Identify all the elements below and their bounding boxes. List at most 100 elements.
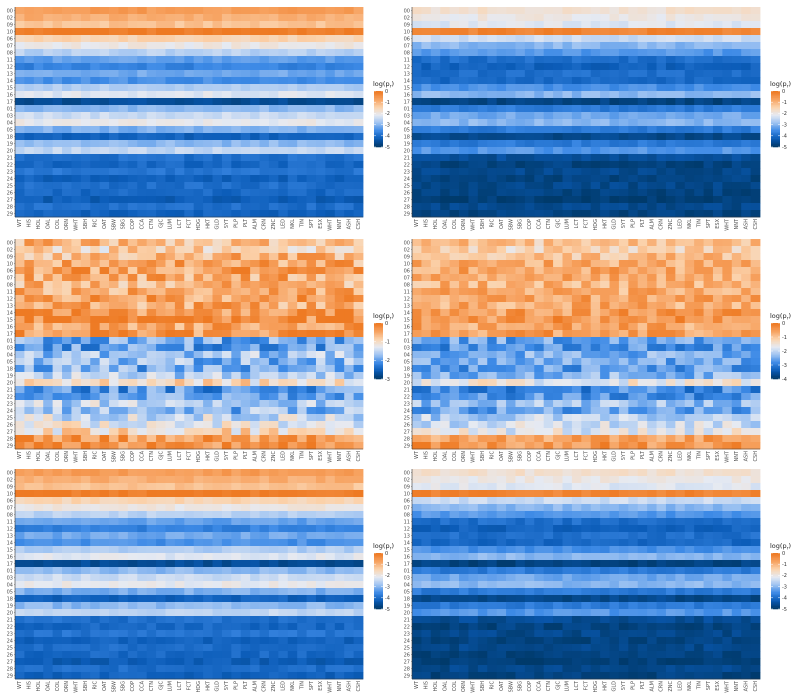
heatmap-cell <box>543 309 554 317</box>
heatmap-cell <box>506 154 516 162</box>
heatmap-cell <box>118 435 129 443</box>
heatmap-cell <box>33 182 44 190</box>
heatmap-cell <box>287 400 298 408</box>
heatmap-cell <box>543 239 554 247</box>
heatmap-cell <box>477 35 488 43</box>
heatmap-cell <box>221 161 232 169</box>
heatmap-cell <box>193 288 204 296</box>
heatmap-cell <box>203 14 213 22</box>
heatmap-cell <box>468 126 479 134</box>
y-tick-label: 09 <box>404 254 410 260</box>
heatmap-cell <box>722 168 733 176</box>
heatmap-cell <box>515 70 526 78</box>
heatmap-cell <box>297 323 307 331</box>
heatmap-cell <box>325 274 336 282</box>
heatmap-cell <box>459 70 469 78</box>
heatmap-cell <box>127 442 138 450</box>
heatmap-cell <box>675 77 686 85</box>
heatmap-cell <box>571 126 582 134</box>
heatmap-cell <box>156 428 166 436</box>
heatmap-cell <box>477 330 488 338</box>
heatmap-cell <box>637 421 648 429</box>
heatmap-cell <box>506 379 516 387</box>
heatmap-cell <box>477 210 488 218</box>
heatmap-cell <box>459 63 469 71</box>
heatmap-cell <box>684 28 695 36</box>
heatmap-cell <box>43 119 54 127</box>
heatmap-cell <box>278 302 289 310</box>
heatmap-cell <box>344 210 354 218</box>
heatmap-cell <box>412 175 422 183</box>
heatmap-cell <box>52 98 63 106</box>
heatmap-cell <box>524 316 535 324</box>
heatmap-cell <box>287 161 298 169</box>
heatmap-cell <box>250 70 260 78</box>
heatmap-cell <box>571 358 582 366</box>
heatmap-cell <box>80 358 91 366</box>
heatmap-cell <box>562 330 573 338</box>
heatmap-cell <box>712 309 723 317</box>
heatmap-cell <box>278 267 289 275</box>
heatmap-cell <box>184 372 195 380</box>
heatmap-cell <box>24 70 35 78</box>
heatmap-cell <box>449 42 460 50</box>
heatmap-cell <box>52 28 63 36</box>
heatmap-cell <box>221 428 232 436</box>
heatmap-cell <box>353 70 364 78</box>
heatmap-cell <box>15 140 25 148</box>
heatmap-cell <box>43 295 54 303</box>
heatmap-cell <box>127 119 138 127</box>
heatmap-cell <box>344 393 354 401</box>
heatmap-cell <box>193 372 204 380</box>
heatmap-cell <box>675 421 686 429</box>
heatmap-cell <box>609 140 620 148</box>
heatmap-cell <box>675 337 686 345</box>
heatmap-cell <box>165 337 176 345</box>
heatmap-cell <box>146 7 157 15</box>
heatmap-cell <box>353 21 364 29</box>
heatmap-cell <box>71 119 82 127</box>
y-tick-label: 12 <box>7 64 13 70</box>
heatmap-cell <box>534 126 545 134</box>
x-tick-label: CTN <box>149 451 155 462</box>
heatmap-cell <box>353 147 364 155</box>
heatmap-cell <box>325 175 336 183</box>
heatmap-cell <box>722 35 733 43</box>
heatmap-cell <box>268 28 279 36</box>
heatmap-cell <box>421 126 432 134</box>
heatmap-cell <box>515 56 526 64</box>
heatmap-cell <box>297 351 307 359</box>
heatmap-cell <box>553 154 563 162</box>
heatmap-cell <box>459 154 469 162</box>
heatmap-cell <box>506 28 516 36</box>
heatmap-cell <box>543 442 554 450</box>
heatmap-cell <box>156 70 166 78</box>
heatmap-cell <box>524 351 535 359</box>
heatmap-cell <box>684 442 695 450</box>
heatmap-cell <box>221 281 232 289</box>
heatmap-cell <box>33 309 44 317</box>
heatmap-cell <box>534 154 545 162</box>
heatmap-cell <box>80 407 91 415</box>
heatmap-cell <box>684 267 695 275</box>
heatmap-cell <box>184 196 195 204</box>
heatmap-cell <box>665 400 676 408</box>
heatmap-cell <box>675 351 686 359</box>
heatmap-cell <box>571 323 582 331</box>
heatmap-cell <box>684 63 695 71</box>
heatmap-cell <box>353 316 364 324</box>
heatmap-cell <box>353 386 364 394</box>
heatmap-cell <box>618 365 629 373</box>
heatmap-cell <box>637 393 648 401</box>
heatmap-cell <box>71 351 82 359</box>
heatmap-cell <box>440 203 451 211</box>
colorbar-segment <box>771 145 780 148</box>
heatmap-cell <box>515 168 526 176</box>
heatmap-cell <box>344 154 354 162</box>
heatmap-cell <box>459 288 469 296</box>
heatmap-cell <box>665 372 676 380</box>
heatmap-cell <box>430 7 441 15</box>
heatmap-cell <box>90 133 101 141</box>
heatmap-cell <box>421 407 432 415</box>
heatmap-cell <box>99 56 110 64</box>
